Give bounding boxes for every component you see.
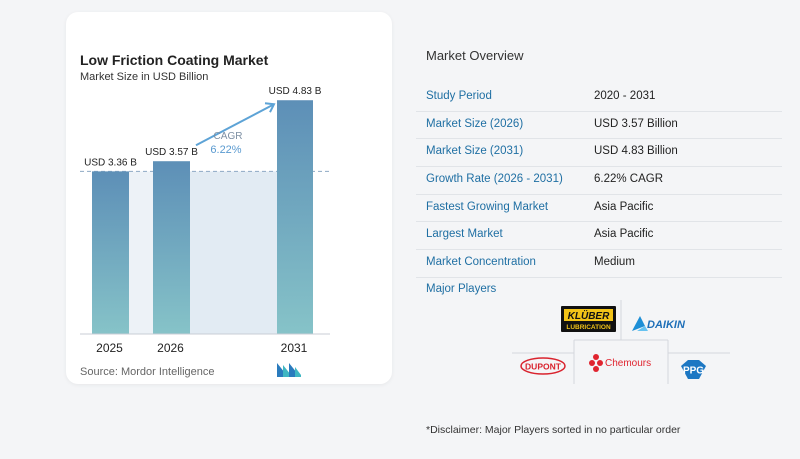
chemours-logo: Chemours (589, 354, 651, 372)
bar-2031 (277, 100, 313, 334)
chart-title: Low Friction Coating Market (80, 52, 269, 68)
overview-value: Asia Pacific (594, 200, 654, 213)
overview-value: Medium (594, 256, 635, 269)
overview-label: Market Size (2031) (426, 145, 524, 158)
daikin-mark-icon (632, 316, 645, 331)
chart-subtitle: Market Size in USD Billion (80, 71, 209, 83)
overview-value: 2020 - 2031 (594, 90, 656, 102)
kluber-logo-subtext: LUBRICATION (566, 324, 611, 331)
cagr-value: 6.22% (210, 144, 241, 156)
bar-chart: USD 3.36 B 2025 USD 3.57 B 2026 USD 4.83 B 20… (80, 86, 330, 355)
chemours-logo-text: Chemours (605, 358, 651, 369)
major-players-title: Major Players (426, 283, 497, 295)
dupont-logo-text: DUPONT (525, 362, 562, 372)
ppg-logo-text: PPG (683, 366, 704, 377)
overview-row-market-size-2026: Market Size (2026) USD 3.57 Billion (416, 112, 782, 140)
overview-value: USD 3.57 Billion (594, 117, 678, 130)
tick-label-2025: 2025 (96, 341, 123, 355)
data-label-2026: USD 3.57 B (145, 147, 198, 158)
kluber-logo: KLÜBER LUBRICATION (561, 306, 616, 332)
overview-row-market-concentration: Market Concentration Medium (416, 250, 782, 278)
growth-region (129, 171, 153, 334)
overview-row-fastest-growing: Fastest Growing Market Asia Pacific (416, 195, 782, 223)
overview-label: Market Concentration (426, 256, 536, 269)
mordor-logo-icon (277, 363, 301, 377)
bar-2025 (92, 171, 129, 334)
overview-row-growth-rate: Growth Rate (2026 - 2031) 6.22% CAGR (416, 167, 782, 195)
daikin-logo-text: DAIKIN (647, 319, 686, 331)
ppg-logo: PPG (681, 360, 706, 379)
kluber-logo-text: KLÜBER (568, 309, 610, 322)
overview-title: Market Overview (426, 48, 524, 63)
overview-row-largest-market: Largest Market Asia Pacific (416, 222, 782, 251)
overview-label: Largest Market (426, 228, 503, 241)
cagr-label: CAGR (214, 131, 243, 142)
tick-label-2031: 2031 (281, 341, 308, 355)
overview-row-market-size-2031: Market Size (2031) USD 4.83 Billion (416, 139, 782, 168)
bar-2026 (153, 161, 190, 334)
overview-label: Study Period (426, 90, 492, 102)
daikin-logo: DAIKIN (632, 316, 686, 331)
cagr-arrow-line (195, 103, 275, 147)
overview-value: Asia Pacific (594, 228, 654, 241)
overview-label: Growth Rate (2026 - 2031) (426, 173, 563, 186)
overview-row-study-period: Study Period 2020 - 2031 (416, 84, 782, 112)
overview-value: USD 4.83 Billion (594, 145, 678, 158)
chemours-mark-icon (593, 354, 599, 360)
cagr-arrow-head-icon (264, 102, 276, 113)
tick-label-2026: 2026 (157, 341, 184, 355)
disclaimer: *Disclaimer: Major Players sorted in no … (426, 424, 681, 436)
dupont-logo: DUPONT (520, 357, 566, 375)
overview-label: Fastest Growing Market (426, 200, 549, 213)
overview-value: 6.22% CAGR (594, 173, 664, 186)
overview-table: Study Period 2020 - 2031 Market Size (20… (416, 84, 782, 278)
overview-label: Market Size (2026) (426, 117, 524, 130)
data-label-2031: USD 4.83 B (269, 86, 322, 97)
growth-region (190, 171, 277, 334)
source-note: Source: Mordor Intelligence (80, 366, 215, 378)
data-label-2025: USD 3.36 B (84, 157, 137, 168)
